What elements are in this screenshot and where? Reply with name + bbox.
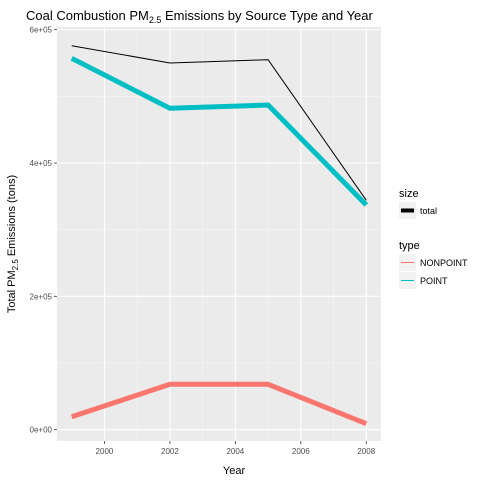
y-tick-label: 2e+05 — [30, 292, 53, 301]
legend-type-label-nonpoint: NONPOINT — [420, 258, 468, 268]
y-axis-title: Total PM2.5 Emissions (tons) — [6, 175, 20, 313]
legend-type-label-point: POINT — [420, 276, 448, 286]
plot-panel — [57, 27, 381, 441]
x-tick-label: 2008 — [357, 447, 375, 456]
x-tick-label: 2004 — [226, 447, 244, 456]
y-tick-label: 6e+05 — [30, 26, 53, 35]
legend-size-title: size — [399, 188, 419, 200]
series-line-nonpoint — [70, 381, 368, 427]
x-axis-ticks: 2000 2002 2004 2006 2008 — [96, 441, 376, 456]
legend-size: size total — [399, 188, 437, 219]
chart-title: Coal Combustion PM2.5 Emissions by Sourc… — [26, 8, 374, 25]
series-lines — [70, 45, 369, 427]
minor-gridlines — [57, 27, 381, 441]
series-line-point — [70, 56, 369, 207]
x-axis-title: Year — [223, 465, 246, 477]
y-tick-label: 0e+00 — [30, 426, 53, 435]
legend-type-title: type — [399, 240, 420, 252]
y-tick-label: 4e+05 — [30, 159, 53, 168]
y-axis-ticks: 0e+00 2e+05 4e+05 6e+05 — [30, 26, 57, 435]
x-tick-label: 2002 — [161, 447, 179, 456]
legend-size-label-total: total — [420, 206, 437, 216]
x-tick-label: 2006 — [292, 447, 310, 456]
legend-type: type NONPOINT POINT — [399, 240, 468, 289]
major-gridlines — [57, 27, 381, 441]
series-line-total — [71, 45, 367, 201]
x-tick-label: 2000 — [96, 447, 114, 456]
